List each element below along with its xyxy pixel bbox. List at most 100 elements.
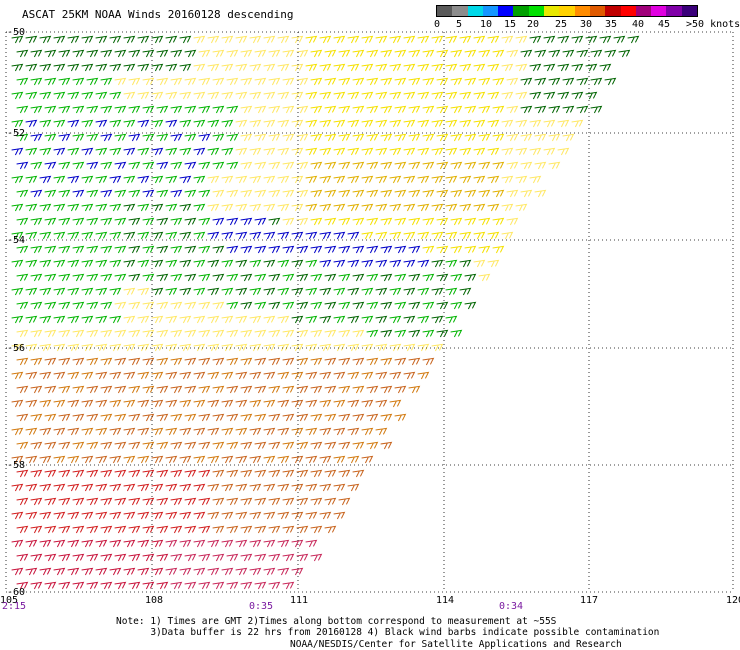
- wind-barb: [30, 441, 43, 450]
- wind-barb: [310, 385, 323, 394]
- wind-barb: [380, 413, 393, 422]
- wind-barb: [212, 189, 225, 198]
- wind-barb: [170, 301, 183, 310]
- legend-label: 5: [456, 19, 463, 30]
- wind-barb: [142, 49, 155, 58]
- wind-barb: [478, 105, 491, 114]
- wind-barb: [310, 329, 323, 338]
- wind-barb: [366, 161, 379, 170]
- wind-barb: [403, 287, 416, 296]
- wind-barb: [193, 315, 206, 324]
- wind-barb: [156, 357, 169, 366]
- wind-barb: [501, 119, 514, 128]
- wind-barb: [296, 49, 309, 58]
- wind-barb: [487, 119, 500, 128]
- wind-barb: [333, 511, 346, 520]
- wind-barb: [95, 231, 108, 240]
- wind-barb: [72, 525, 85, 534]
- wind-barb: [128, 441, 141, 450]
- wind-barb: [39, 119, 52, 128]
- wind-barb: [291, 287, 304, 296]
- wind-barb: [254, 105, 267, 114]
- wind-barb: [380, 385, 393, 394]
- wind-barb: [319, 399, 332, 408]
- wind-barb: [338, 189, 351, 198]
- legend-swatch: [620, 6, 636, 16]
- wind-barb: [310, 49, 323, 58]
- wind-barb: [445, 231, 458, 240]
- wind-barb: [543, 35, 556, 44]
- wind-barb: [95, 371, 108, 380]
- wind-barb: [100, 497, 113, 506]
- wind-barb: [151, 343, 164, 352]
- wind-barb: [240, 441, 253, 450]
- wind-barb: [72, 441, 85, 450]
- wind-barb: [380, 245, 393, 254]
- wind-barb: [515, 175, 528, 184]
- wind-barb: [39, 427, 52, 436]
- wind-barb: [263, 511, 276, 520]
- wind-barb: [30, 385, 43, 394]
- wind-barb: [235, 511, 248, 520]
- pass-time-label: 0:35: [249, 601, 273, 612]
- wind-barb: [114, 49, 127, 58]
- wind-barb: [67, 35, 80, 44]
- wind-barb: [151, 119, 164, 128]
- wind-barb: [324, 133, 337, 142]
- wind-barb: [72, 357, 85, 366]
- wind-barb: [492, 245, 505, 254]
- wind-barb: [16, 469, 29, 478]
- wind-barb: [366, 441, 379, 450]
- wind-barb: [277, 119, 290, 128]
- wind-barb: [310, 413, 323, 422]
- wind-barb: [254, 245, 267, 254]
- wind-barb: [296, 133, 309, 142]
- wind-barb: [86, 189, 99, 198]
- wind-barb: [81, 175, 94, 184]
- wind-barb: [417, 63, 430, 72]
- wind-barb: [263, 35, 276, 44]
- wind-speed-legend: 0 5 10 15 20 25 30 35 40 45 >50 knots: [434, 5, 740, 31]
- wind-barb: [11, 203, 24, 212]
- legend-swatch: [437, 6, 453, 16]
- wind-barb: [81, 63, 94, 72]
- wind-barb: [291, 259, 304, 268]
- wind-barb: [226, 133, 239, 142]
- wind-barb: [375, 203, 388, 212]
- wind-barb: [268, 581, 281, 590]
- wind-barb: [16, 133, 29, 142]
- wind-barb: [534, 77, 547, 86]
- longitude-label: 111: [290, 595, 308, 606]
- wind-barb: [277, 427, 290, 436]
- wind-barb: [459, 147, 472, 156]
- wind-barb: [417, 287, 430, 296]
- wind-barb: [184, 441, 197, 450]
- wind-barb: [291, 175, 304, 184]
- wind-barb: [53, 35, 66, 44]
- wind-barb: [240, 357, 253, 366]
- wind-barb: [193, 231, 206, 240]
- wind-barb: [30, 553, 43, 562]
- wind-barb: [151, 315, 164, 324]
- wind-barb: [347, 35, 360, 44]
- wind-barb: [109, 147, 122, 156]
- wind-barb: [67, 203, 80, 212]
- wind-barb: [235, 91, 248, 100]
- wind-barb: [324, 217, 337, 226]
- wind-barb: [212, 329, 225, 338]
- wind-barb: [11, 35, 24, 44]
- wind-barb: [109, 35, 122, 44]
- wind-barb: [95, 539, 108, 548]
- wind-barb: [123, 259, 136, 268]
- wind-barb: [305, 91, 318, 100]
- wind-barb: [347, 231, 360, 240]
- wind-barb: [431, 203, 444, 212]
- wind-barb: [44, 105, 57, 114]
- wind-barb: [193, 203, 206, 212]
- wind-barb: [207, 35, 220, 44]
- wind-barb: [282, 469, 295, 478]
- wind-barb: [408, 273, 421, 282]
- wind-barb: [142, 413, 155, 422]
- wind-barb: [459, 259, 472, 268]
- wind-barb: [109, 483, 122, 492]
